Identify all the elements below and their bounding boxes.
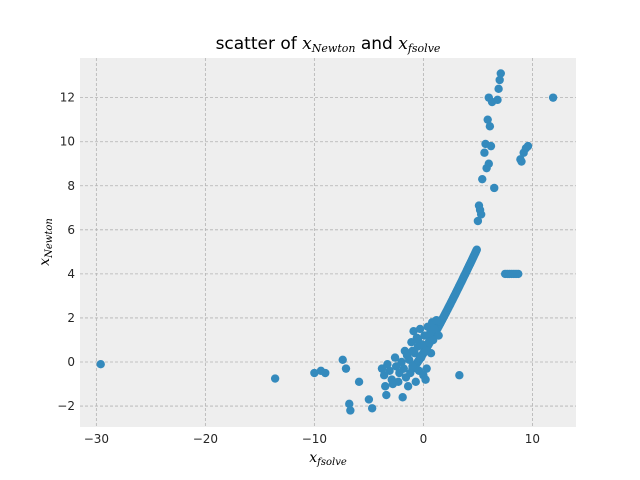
scatter-point: [321, 368, 330, 378]
scatter-point: [486, 141, 496, 151]
x-tick-label: −10: [302, 432, 327, 446]
chart-title: scatter of xNewton and xfsolve: [216, 34, 441, 57]
scatter-point: [394, 377, 403, 387]
scatter-point: [341, 364, 351, 373]
scatter-point: [496, 69, 505, 78]
plot-area: [80, 58, 576, 427]
scatter-points: [96, 69, 558, 415]
scatter-point: [485, 122, 495, 131]
scatter-point: [484, 159, 493, 168]
scatter-point: [514, 269, 523, 279]
x-tick-labels: −30 −20 −10 0 10: [84, 432, 540, 446]
scatter-point: [495, 75, 504, 85]
scatter-point: [455, 371, 464, 380]
scatter-point: [480, 148, 489, 157]
scatter-point: [390, 353, 400, 362]
scatter-point: [415, 324, 425, 334]
y-tick-label: 4: [67, 267, 75, 281]
y-tick-label: 8: [67, 179, 75, 193]
scatter-point: [381, 382, 390, 391]
scatter-point: [478, 174, 487, 184]
scatter-point: [96, 360, 105, 369]
scatter-point: [473, 216, 483, 226]
scatter-point: [383, 360, 392, 369]
scatter-point: [310, 368, 319, 378]
scatter-point: [432, 315, 441, 325]
title-var1: x: [302, 34, 312, 54]
y-axis-label-base: x: [37, 258, 53, 266]
scatter-point: [354, 377, 364, 387]
scatter-point: [434, 331, 443, 340]
y-tick-label: 2: [67, 311, 75, 325]
title-prefix: scatter of: [216, 34, 298, 54]
scatter-point: [382, 390, 391, 400]
scatter-point: [517, 157, 526, 166]
title-var2-sub: fsolve: [407, 42, 441, 55]
scatter-point: [411, 377, 420, 387]
x-axis-label-base: x: [309, 450, 317, 466]
scatter-point: [421, 375, 430, 384]
scatter-point: [367, 404, 377, 413]
scatter-point: [403, 382, 413, 391]
y-tick-label: 6: [67, 223, 75, 237]
scatter-point: [490, 183, 499, 193]
scatter-point: [345, 399, 354, 409]
y-axis-label-group: xNewton: [37, 218, 55, 266]
scatter-point: [493, 95, 502, 105]
y-tick-label: 0: [67, 355, 75, 369]
scatter-point: [408, 346, 417, 356]
scatter-point: [364, 395, 374, 404]
scatter-point: [430, 324, 439, 334]
scatter-point: [406, 368, 415, 378]
scatter-point: [494, 84, 503, 94]
scatter-point: [422, 364, 431, 373]
scatter-point: [417, 353, 426, 362]
title-joiner: and: [361, 34, 393, 54]
scatter-point: [270, 374, 280, 383]
scatter-point: [472, 245, 481, 254]
y-axis-label-sub: Newton: [44, 218, 55, 259]
y-axis-label: xNewton: [37, 218, 55, 266]
scatter-point: [397, 357, 406, 367]
scatter-point: [346, 406, 355, 415]
grid-lines: [80, 58, 576, 427]
title-var2: x: [398, 34, 408, 54]
scatter-point: [413, 335, 423, 345]
x-tick-label: −30: [84, 432, 109, 446]
scatter-point: [483, 115, 492, 124]
scatter-point: [399, 364, 408, 373]
scatter-point: [476, 210, 486, 219]
scatter-point: [426, 349, 436, 358]
scatter-point: [523, 141, 533, 151]
y-tick-labels: −2 0 2 4 6 8 10 12: [57, 91, 75, 413]
scatter-point: [409, 326, 418, 336]
y-tick-label: 10: [60, 135, 75, 149]
y-tick-label: −2: [57, 399, 75, 413]
title-var1-sub: Newton: [311, 42, 356, 55]
scatter-point: [408, 362, 417, 371]
x-axis-label-sub: fsolve: [316, 457, 347, 468]
scatter-point: [385, 366, 394, 376]
scatter-point: [405, 355, 414, 365]
x-tick-label: 0: [420, 432, 428, 446]
scatter-point: [548, 93, 558, 102]
scatter-point: [338, 355, 347, 365]
scatter-point: [398, 393, 407, 402]
x-axis-label: xfsolve: [309, 450, 347, 468]
x-tick-label: 10: [525, 432, 540, 446]
x-tick-label: −20: [193, 432, 218, 446]
y-tick-label: 12: [60, 91, 75, 105]
